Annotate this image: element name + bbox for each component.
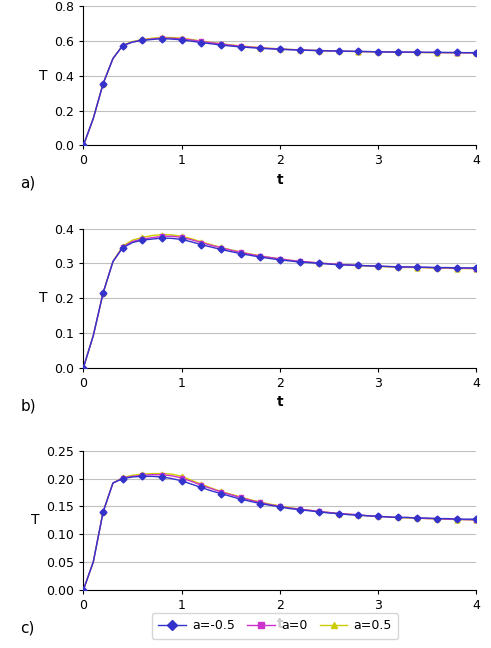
Y-axis label: T: T — [39, 69, 48, 83]
Text: a): a) — [21, 176, 36, 191]
Text: b): b) — [21, 398, 36, 413]
Text: c): c) — [21, 620, 35, 635]
X-axis label: t: t — [276, 173, 283, 187]
Y-axis label: T: T — [39, 291, 48, 305]
X-axis label: t: t — [276, 395, 283, 409]
Y-axis label: T: T — [31, 513, 40, 527]
X-axis label: t: t — [276, 618, 283, 631]
Legend: a=-0.5, a=0, a=0.5: a=-0.5, a=0, a=0.5 — [152, 613, 398, 638]
